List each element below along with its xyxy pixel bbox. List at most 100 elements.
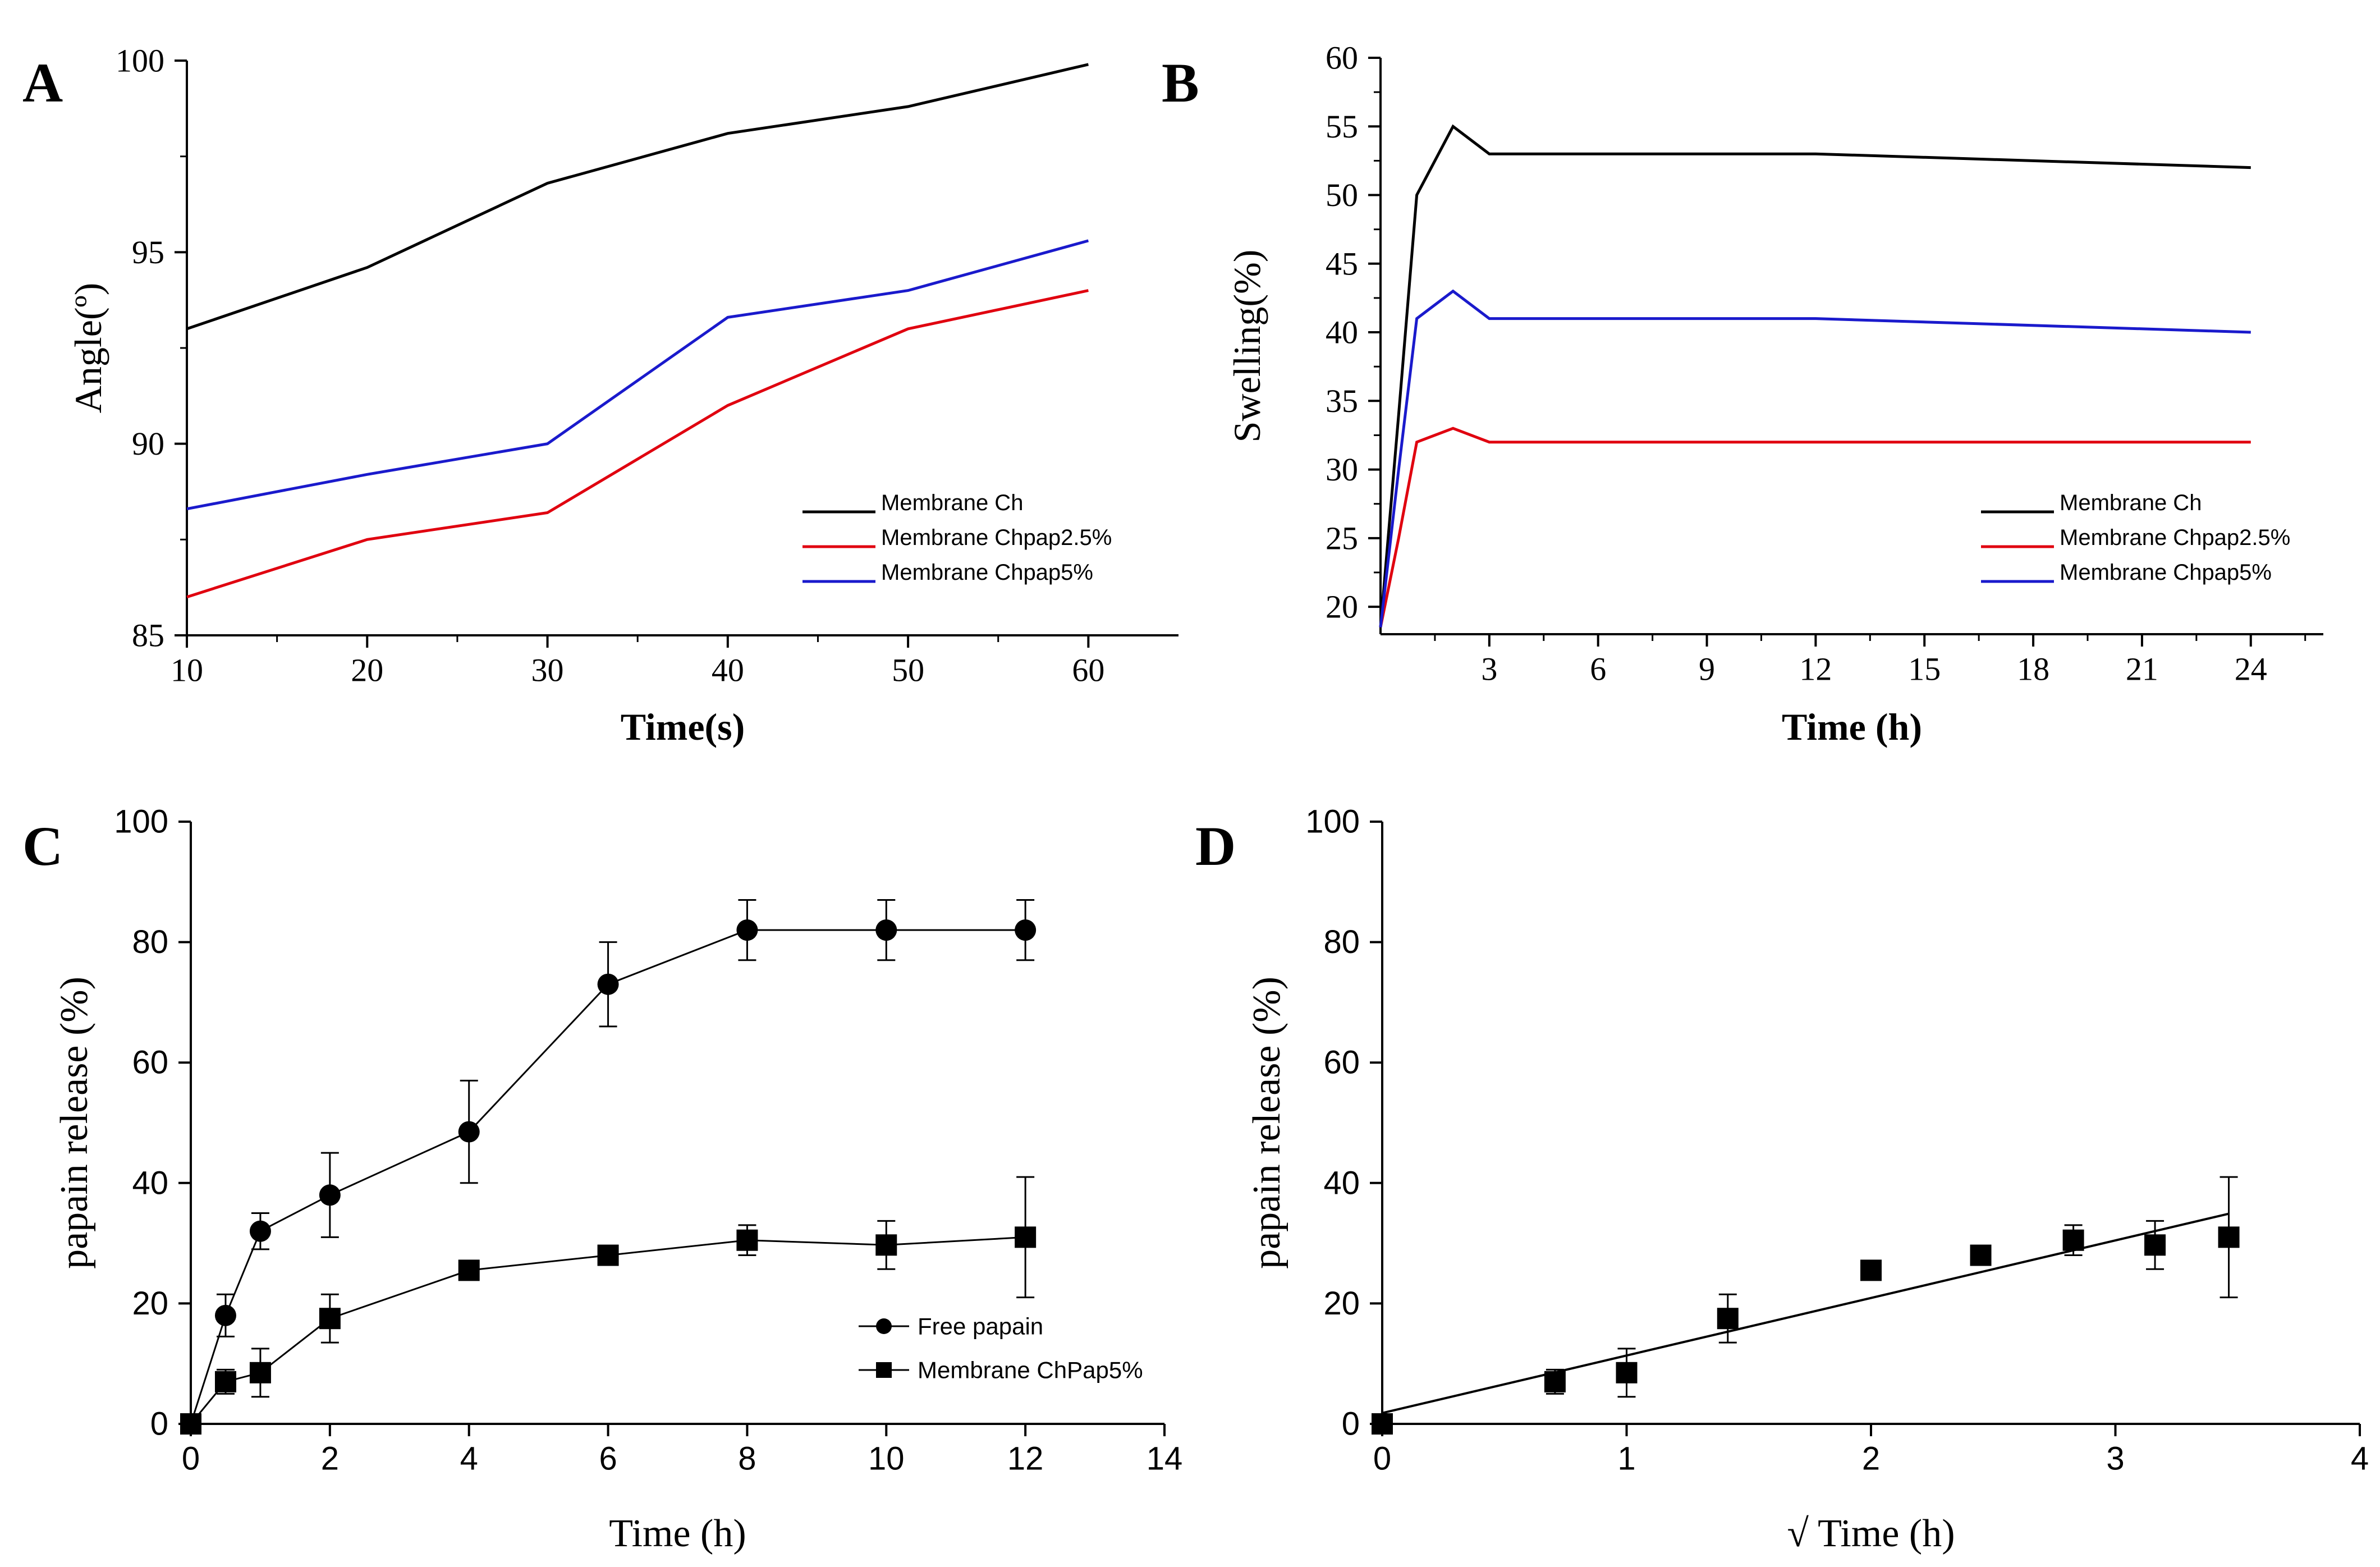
series-line [1379,289,2251,628]
x-tick-label: 60 [1072,652,1104,689]
series-line [186,63,1089,331]
legend-marker [876,1362,892,1378]
panel-label: D [1195,815,1236,877]
data-point [1717,1308,1739,1330]
x-tick-label: 6 [1590,651,1606,688]
panel-c: C 0 20 40 60 80 100 0 2 4 6 8 10 12 14 Time (h) papain r… [22,804,1182,1556]
y-axis-label: papain release (%) [1245,977,1288,1269]
data-point [458,1121,480,1143]
x-tick-label: 21 [2126,651,2158,688]
y-tick-label: 60 [1326,40,1358,76]
y-tick-label: 60 [1323,1044,1360,1081]
x-tick-label: 0 [1373,1441,1391,1477]
legend-label: Membrane Ch [881,491,1023,515]
fit-line [1382,1212,2230,1414]
data-point [249,1220,271,1242]
x-tick-label: 50 [892,652,924,689]
panel-d: D 0 20 40 60 80 100 0 1 2 3 4 √ Time (h) papain relea… [1195,804,2369,1556]
data-point [458,1259,480,1281]
x-tick-label: 4 [460,1441,478,1477]
x-tick-label: 8 [738,1441,756,1477]
x-tick-label: 14 [1147,1441,1183,1477]
data-point [1970,1244,1992,1266]
series-membrane-ch [1379,124,2251,628]
panel-a: A 85 90 95 100 10 20 30 40 50 60 Time(s) Angle(º) Mem… [22,43,1178,748]
panel-b: B 20 25 30 35 40 45 50 55 60 3 6 9 12 15 18 21 24 Time (h)… [1162,40,2323,748]
legend-label: Membrane Chpap5% [881,560,1093,585]
data-point [597,973,619,995]
series-membrane-chpap2-5- [1379,427,2251,628]
data-point [2062,1229,2084,1251]
x-tick-label: 2 [1862,1441,1880,1477]
legend: Free papain Membrane ChPap5% [859,1313,1143,1383]
y-tick-label: 20 [1323,1285,1360,1322]
y-tick-label: 100 [1305,804,1360,840]
y-axis-label: Swelling(%) [1226,250,1268,443]
x-tick-label: 20 [351,652,383,689]
series-membrane-chpap5- [1372,1176,2240,1435]
x-tick-label: 18 [2017,651,2049,688]
y-tick-label: 60 [132,1044,168,1081]
series-membrane-ch [186,63,1089,331]
x-tick-label: 3 [2106,1441,2124,1477]
x-tick-label: 24 [2235,651,2267,688]
legend-label: Membrane ChPap5% [918,1357,1143,1383]
legend-label: Free papain [918,1313,1043,1340]
x-tick-label: 3 [1481,651,1497,688]
data-point [319,1184,341,1206]
data-point [875,919,897,941]
x-tick-label: 2 [321,1441,339,1477]
x-tick-label: 9 [1699,651,1715,688]
series-membrane-chpap5- [186,239,1089,511]
data-point [736,919,758,941]
series-line [186,239,1089,511]
x-tick-label: 30 [531,652,564,689]
panel-label: A [22,52,63,114]
x-tick-label: 10 [171,652,203,689]
y-tick-label: 95 [132,234,164,271]
y-tick-label: 30 [1326,451,1358,488]
x-tick-label: 1 [1617,1441,1635,1477]
data-point [1860,1259,1882,1281]
data-point [597,1244,619,1266]
x-axis-label: Time(s) [621,705,745,748]
legend-label: Membrane Chpap2.5% [2060,525,2290,550]
y-tick-label: 35 [1326,383,1358,419]
legend-label: Membrane Chpap2.5% [881,525,1112,550]
y-tick-label: 40 [1323,1165,1360,1201]
x-tick-label: 40 [712,652,744,689]
data-point [1616,1362,1638,1383]
data-point [214,1304,236,1326]
x-axis-label: Time (h) [1782,705,1922,748]
y-tick-label: 80 [132,924,168,960]
y-tick-label: 20 [132,1285,168,1322]
x-tick-label: 12 [1799,651,1832,688]
y-axis-label: Angle(º) [67,283,109,414]
y-tick-label: 85 [132,617,164,654]
panel-label: C [22,815,63,877]
data-point [319,1308,341,1330]
legend-marker [876,1318,892,1334]
data-point [180,1413,201,1435]
data-point [214,1371,236,1392]
data-point [1372,1413,1393,1435]
x-tick-label: 0 [182,1441,200,1477]
y-tick-label: 55 [1326,108,1358,145]
y-tick-label: 90 [132,425,164,462]
x-tick-label: 6 [599,1441,617,1477]
y-tick-label: 20 [1326,589,1358,625]
y-axis-label: papain release (%) [53,977,96,1269]
data-point [736,1229,758,1251]
series-membrane-chpap5- [180,1176,1037,1435]
legend-label: Membrane Chpap5% [2060,560,2272,585]
data-point [875,1234,897,1256]
series-line [1379,124,2251,628]
legend-label: Membrane Ch [2060,491,2202,515]
legend: Membrane Ch Membrane Chpap2.5% Membrane Ch… [1981,491,2290,585]
y-tick-label: 80 [1323,924,1360,960]
y-tick-label: 100 [116,43,164,79]
series-line [186,289,1089,599]
y-tick-label: 0 [150,1406,168,1442]
y-tick-label: 40 [132,1165,168,1201]
